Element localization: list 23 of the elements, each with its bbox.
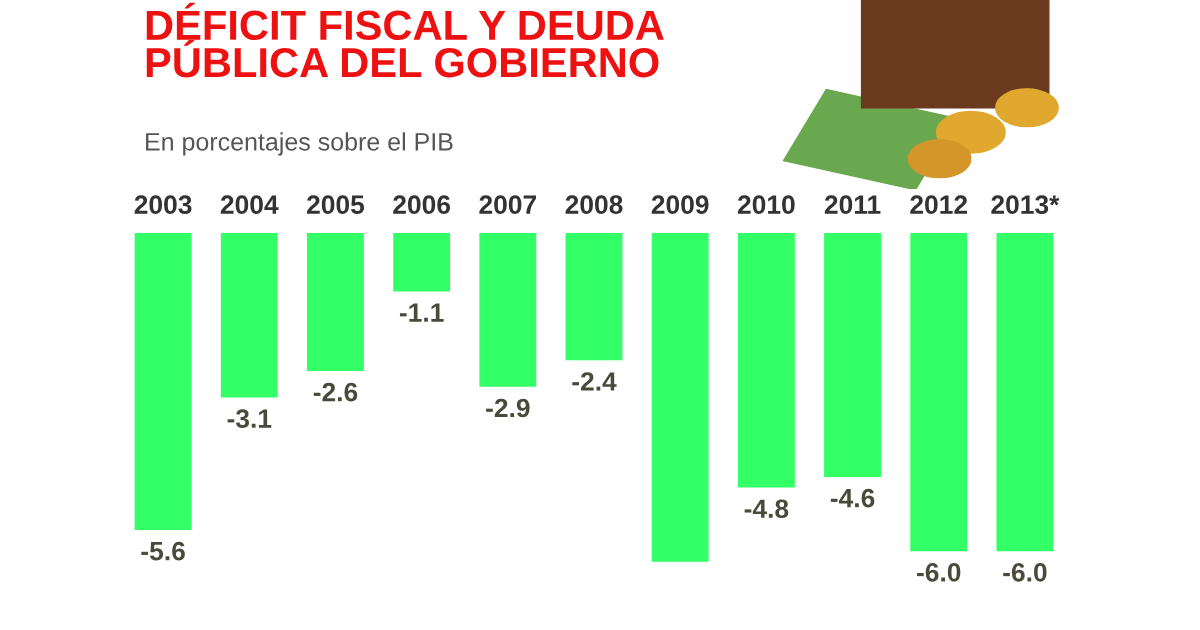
data-label: -6.0: [1003, 563, 1047, 582]
x-tick-label: 2007: [479, 195, 537, 214]
chart-subtitle: En porcentajes sobre el PIB: [146, 132, 453, 156]
x-tick-label: 2012: [910, 195, 968, 214]
x-tick-label: 2010: [737, 195, 795, 214]
data-label: -2.9: [486, 398, 530, 418]
data-label: -2.6: [313, 382, 358, 402]
x-tick-label: 2009: [651, 195, 709, 214]
data-label: -3.1: [227, 409, 272, 428]
x-tick-label: 2005: [307, 195, 365, 214]
x-tick-label: 2004: [220, 195, 279, 214]
data-label: -2.4: [572, 372, 617, 391]
x-tick-label: 2008: [565, 195, 623, 214]
x-tick-label: 2011: [824, 195, 881, 214]
data-label: -1.1: [399, 303, 444, 322]
data-label: -5.6: [141, 541, 185, 561]
x-tick-label: 2003: [134, 195, 192, 215]
chart-title: DÉFICIT FISCAL Y DEUDA PÚBLICA DEL GOBIERNO: [146, 2, 664, 78]
data-label: -6.0: [917, 563, 961, 582]
data-label: -4.8: [744, 499, 789, 519]
x-tick-label: 2013*: [991, 195, 1060, 215]
data-label: -4.6: [830, 488, 875, 508]
x-tick-label: 2006: [393, 195, 451, 214]
